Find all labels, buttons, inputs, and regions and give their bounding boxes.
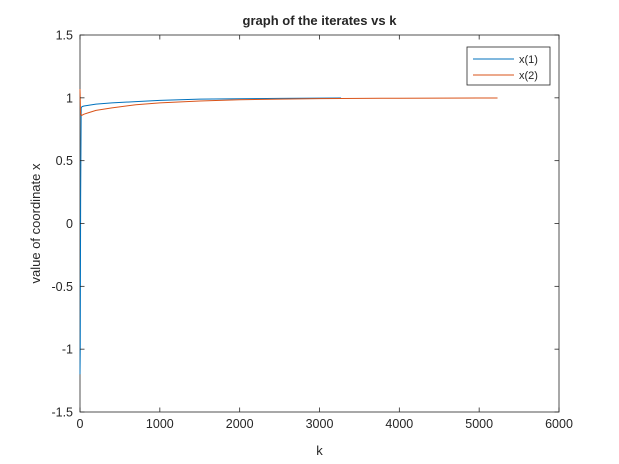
series-layer xyxy=(79,89,498,375)
y-axis-label: value of coordinate x xyxy=(28,163,43,283)
legend-label-x2: x(2) xyxy=(519,70,538,82)
y-tick-label: -1 xyxy=(62,343,73,357)
y-tick-label: -1.5 xyxy=(51,406,73,420)
series-line-1 xyxy=(79,97,342,375)
y-tick-label: 0 xyxy=(66,217,73,231)
x-tick-label: 4000 xyxy=(385,417,413,431)
legend-box xyxy=(466,46,551,86)
x-tick-label: 1000 xyxy=(146,417,174,431)
x-tick-label: 5000 xyxy=(465,417,493,431)
y-tick-label: 1.5 xyxy=(56,29,73,43)
legend: x(1) x(2) xyxy=(466,46,551,86)
chart-title: graph of the iterates vs k xyxy=(243,13,398,28)
x-tick-label: 2000 xyxy=(226,417,254,431)
x-tick-label: 6000 xyxy=(545,417,573,431)
x-axis-label: k xyxy=(316,443,323,458)
y-tick-label: 1 xyxy=(66,91,73,105)
ticks-layer: 0 1000 2000 3000 4000 5000 6000 -1.5 -1 -0.5 0 0.5 1… xyxy=(51,29,572,432)
plot-area xyxy=(79,34,560,413)
series-line-2 xyxy=(79,89,498,116)
x-tick-label: 3000 xyxy=(306,417,334,431)
y-tick-label: -0.5 xyxy=(51,280,73,294)
y-tick-label: 0.5 xyxy=(56,154,73,168)
legend-label-x1: x(1) xyxy=(519,54,538,66)
x-tick-label: 0 xyxy=(77,417,84,431)
